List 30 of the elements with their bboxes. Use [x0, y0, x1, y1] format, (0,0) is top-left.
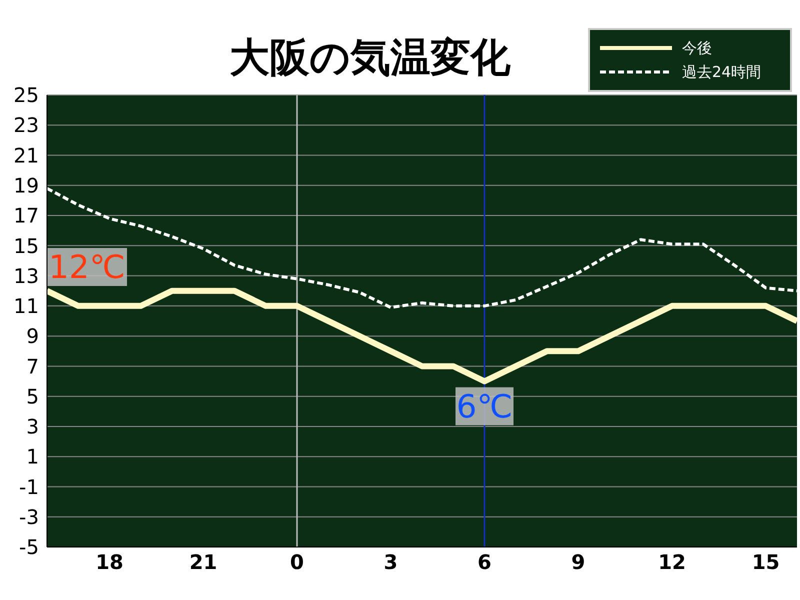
y-tick-label: 19 — [14, 174, 39, 198]
y-tick-label: -1 — [19, 474, 39, 499]
y-tick-label: 21 — [14, 143, 39, 168]
x-tick-label: 0 — [290, 550, 304, 574]
y-tick-label: 23 — [14, 113, 39, 138]
legend-label: 過去24時間 — [682, 62, 762, 82]
x-tick-label: 21 — [189, 550, 218, 574]
annotation: 12℃ — [48, 248, 126, 286]
y-tick-label: 15 — [14, 234, 39, 258]
y-tick-label: 9 — [26, 324, 39, 348]
y-tick-label: 25 — [14, 83, 39, 108]
chart-title: 大阪の気温変化 — [228, 34, 512, 83]
legend-label: 今後 — [682, 38, 712, 58]
y-tick-label: -3 — [19, 504, 39, 529]
x-tick-label: 3 — [384, 550, 398, 574]
x-tick-label: 15 — [752, 550, 780, 574]
y-tick-label: 7 — [26, 354, 39, 378]
y-tick-label: 1 — [26, 444, 39, 469]
line-series — [47, 186, 797, 309]
x-tick-label: 12 — [658, 550, 686, 574]
y-tick-label: 17 — [14, 204, 39, 228]
y-tick-label: 5 — [26, 384, 39, 408]
x-tick-label: 18 — [96, 550, 124, 574]
y-tick-label: 3 — [26, 414, 39, 439]
y-tick-label: 11 — [14, 294, 39, 318]
y-tick-label: 13 — [14, 264, 39, 288]
x-tick-label: 6 — [478, 550, 492, 574]
annotation: 6℃ — [456, 387, 513, 426]
x-tick-label: 9 — [571, 550, 586, 574]
y-tick-label: -5 — [19, 535, 39, 560]
